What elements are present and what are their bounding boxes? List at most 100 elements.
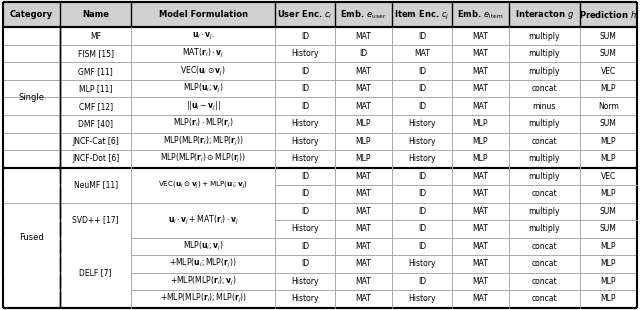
Text: History: History — [408, 259, 436, 268]
Text: History: History — [291, 137, 319, 146]
Text: MAT: MAT — [355, 207, 371, 216]
Text: minus: minus — [532, 102, 556, 111]
Text: concat: concat — [532, 277, 557, 286]
Text: $\mathrm{MLP}(\mathbf{u}_i; \mathbf{v}_j)$: $\mathrm{MLP}(\mathbf{u}_i; \mathbf{v}_j… — [182, 240, 223, 253]
Text: Item Enc. $c_j$: Item Enc. $c_j$ — [394, 8, 450, 21]
Text: MLP: MLP — [600, 242, 616, 251]
Text: MAT: MAT — [472, 207, 488, 216]
Text: ID: ID — [418, 207, 426, 216]
Text: MAT: MAT — [472, 259, 488, 268]
Text: MLP: MLP — [600, 259, 616, 268]
Bar — [3, 2, 637, 28]
Text: MAT: MAT — [355, 294, 371, 303]
Text: Model Formulation: Model Formulation — [159, 11, 248, 20]
Text: JNCF-Cat [6]: JNCF-Cat [6] — [72, 137, 119, 146]
Text: $\mathrm{MLP}(\mathrm{MLP}(\mathbf{r}_i) \odot \mathrm{MLP}(\mathbf{r}_j))$: $\mathrm{MLP}(\mathrm{MLP}(\mathbf{r}_i)… — [160, 152, 246, 165]
Text: MAT: MAT — [472, 277, 488, 286]
Text: ID: ID — [418, 102, 426, 111]
Text: ID: ID — [301, 84, 309, 93]
Text: ID: ID — [418, 242, 426, 251]
Text: ID: ID — [301, 67, 309, 76]
Text: MLP: MLP — [472, 154, 488, 163]
Text: $\mathrm{VEC}(\mathbf{u}_i \odot \mathbf{v}_j)$: $\mathrm{VEC}(\mathbf{u}_i \odot \mathbf… — [180, 65, 226, 78]
Text: multiply: multiply — [529, 172, 560, 181]
Text: MF: MF — [90, 32, 101, 41]
Text: MLP: MLP — [472, 137, 488, 146]
Text: Name: Name — [82, 11, 109, 20]
Text: multiply: multiply — [529, 32, 560, 41]
Text: VEC: VEC — [601, 172, 616, 181]
Text: MAT: MAT — [355, 189, 371, 198]
Text: ID: ID — [418, 84, 426, 93]
Text: ID: ID — [301, 189, 309, 198]
Text: MLP: MLP — [600, 84, 616, 93]
Text: ID: ID — [301, 242, 309, 251]
Text: Prediction $h$: Prediction $h$ — [579, 10, 637, 20]
Text: ID: ID — [418, 224, 426, 233]
Text: ID: ID — [418, 277, 426, 286]
Text: SUM: SUM — [600, 32, 617, 41]
Text: MAT: MAT — [472, 49, 488, 58]
Text: DELF [7]: DELF [7] — [79, 268, 112, 277]
Text: Emb. $e_{\mathrm{item}}$: Emb. $e_{\mathrm{item}}$ — [457, 9, 504, 21]
Text: MAT: MAT — [355, 67, 371, 76]
Text: User Enc. $c_i$: User Enc. $c_i$ — [277, 9, 333, 21]
Text: multiply: multiply — [529, 224, 560, 233]
Text: $+\mathrm{MLP}(\mathrm{MLP}(\mathbf{r}_i); \mathrm{MLP}(\mathbf{r}_j))$: $+\mathrm{MLP}(\mathrm{MLP}(\mathbf{r}_i… — [159, 292, 246, 305]
Text: ID: ID — [301, 172, 309, 181]
Text: MAT: MAT — [472, 84, 488, 93]
Text: Norm: Norm — [598, 102, 619, 111]
Text: MAT: MAT — [472, 102, 488, 111]
Text: MAT: MAT — [472, 32, 488, 41]
Text: multiply: multiply — [529, 154, 560, 163]
Text: ID: ID — [301, 32, 309, 41]
Text: SUM: SUM — [600, 49, 617, 58]
Text: Single: Single — [19, 93, 45, 102]
Text: SUM: SUM — [600, 207, 617, 216]
Text: ID: ID — [418, 67, 426, 76]
Text: ID: ID — [301, 207, 309, 216]
Text: MLP: MLP — [600, 137, 616, 146]
Text: MAT: MAT — [472, 189, 488, 198]
Text: MAT: MAT — [472, 224, 488, 233]
Text: Interacton $g$: Interacton $g$ — [515, 8, 574, 21]
Text: $\mathrm{MLP}(\mathrm{MLP}(\mathbf{r}_i); \mathrm{MLP}(\mathbf{r}_j))$: $\mathrm{MLP}(\mathrm{MLP}(\mathbf{r}_i)… — [163, 135, 243, 148]
Text: MLP: MLP — [600, 277, 616, 286]
Text: SUM: SUM — [600, 224, 617, 233]
Text: concat: concat — [532, 84, 557, 93]
Text: multiply: multiply — [529, 67, 560, 76]
Text: $\mathbf{u}_i \cdot \mathbf{v}_j + \mathrm{MAT}(\mathbf{r}_i) \cdot \mathbf{v}_j: $\mathbf{u}_i \cdot \mathbf{v}_j + \math… — [168, 214, 239, 227]
Text: Emb. $e_{\mathrm{user}}$: Emb. $e_{\mathrm{user}}$ — [340, 9, 387, 21]
Text: History: History — [408, 119, 436, 128]
Text: MAT: MAT — [414, 49, 430, 58]
Text: multiply: multiply — [529, 119, 560, 128]
Text: $\mathrm{MAT}(\mathbf{r}_i) \cdot \mathbf{v}_j$: $\mathrm{MAT}(\mathbf{r}_i) \cdot \mathb… — [182, 47, 224, 60]
Text: MAT: MAT — [472, 172, 488, 181]
Text: concat: concat — [532, 259, 557, 268]
Text: concat: concat — [532, 294, 557, 303]
Text: ID: ID — [418, 189, 426, 198]
Text: MLP [11]: MLP [11] — [79, 84, 113, 93]
Text: MAT: MAT — [355, 84, 371, 93]
Text: MLP: MLP — [472, 119, 488, 128]
Text: MLP: MLP — [356, 137, 371, 146]
Text: History: History — [291, 294, 319, 303]
Text: MAT: MAT — [355, 277, 371, 286]
Text: GMF [11]: GMF [11] — [78, 67, 113, 76]
Text: ID: ID — [301, 102, 309, 111]
Text: VEC: VEC — [601, 67, 616, 76]
Text: SUM: SUM — [600, 119, 617, 128]
Text: NeuMF [11]: NeuMF [11] — [74, 180, 118, 189]
Text: History: History — [291, 49, 319, 58]
Text: MLP: MLP — [600, 154, 616, 163]
Text: multiply: multiply — [529, 49, 560, 58]
Text: History: History — [291, 277, 319, 286]
Text: History: History — [291, 154, 319, 163]
Text: MAT: MAT — [472, 67, 488, 76]
Text: $\mathbf{u}_i \cdot \mathbf{v}_j.$: $\mathbf{u}_i \cdot \mathbf{v}_j.$ — [191, 31, 214, 42]
Text: MAT: MAT — [355, 224, 371, 233]
Text: History: History — [291, 224, 319, 233]
Text: $+\mathrm{MLP}(\mathrm{MLP}(\mathbf{r}_i); \mathbf{v}_j)$: $+\mathrm{MLP}(\mathrm{MLP}(\mathbf{r}_i… — [170, 275, 237, 288]
Text: MAT: MAT — [355, 102, 371, 111]
Text: multiply: multiply — [529, 207, 560, 216]
